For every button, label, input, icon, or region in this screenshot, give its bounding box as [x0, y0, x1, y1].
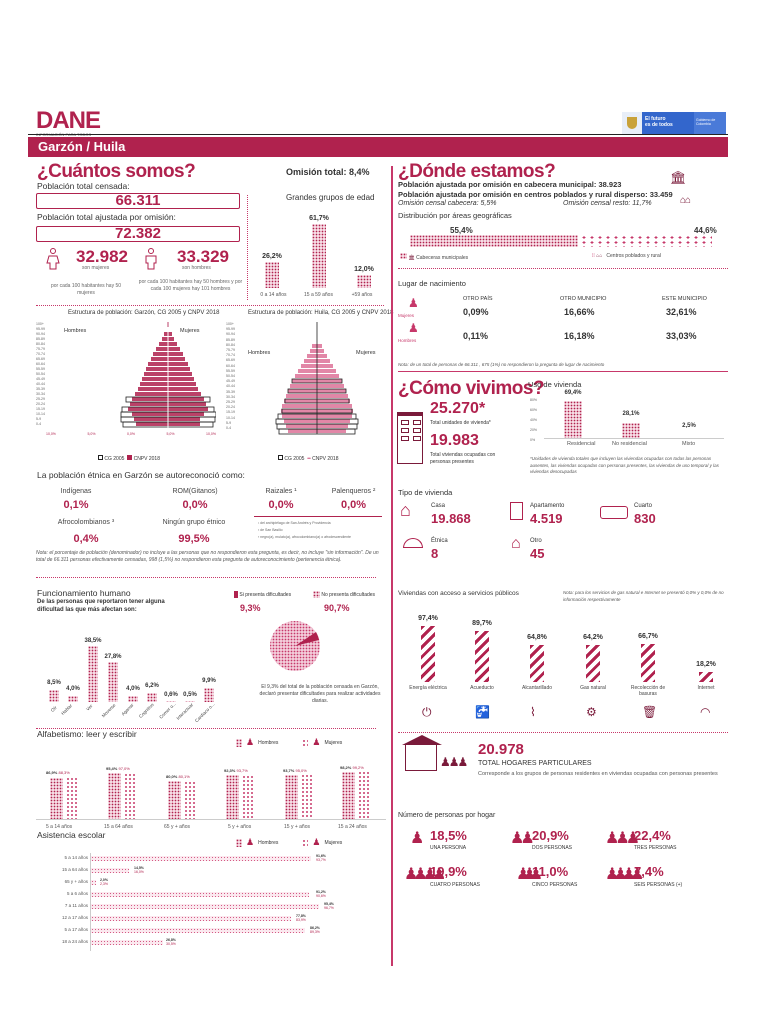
- alfabetismo-legend: ♟ Hombres ♟ Mujeres: [236, 737, 342, 748]
- como-title: ¿Cómo vivimos?: [398, 378, 545, 399]
- censada-value: 66.311: [36, 193, 240, 209]
- gov-badge: El futuro es de todos Gobierno de Colomb…: [622, 112, 726, 134]
- woman-icon: [46, 248, 60, 270]
- alfabetismo-title: Alfabetismo: leer y escribir: [37, 729, 137, 739]
- rural-houses-icon: ⌂⌂: [680, 195, 691, 206]
- nacimiento-table: OTRO PAÍS OTRO MUNICIPIO ESTE MUNICIPIO …: [398, 296, 707, 343]
- apartment-icon: [510, 502, 523, 520]
- gas-valve-icon: ⚙: [586, 705, 597, 719]
- donde-title: ¿Dónde estamos?: [398, 161, 556, 182]
- other-house-icon: ⌂: [511, 535, 521, 552]
- dane-logo: DANE INFORMACIÓN PARA TODOS: [36, 107, 101, 138]
- mujeres-value: 32.982: [76, 247, 128, 266]
- asistencia-chart: 5 a 14 años 91,6% 93,7% 15 a 64 años 14,5…: [36, 853, 386, 953]
- four-persons-icon: ♟♟♟♟: [404, 866, 446, 883]
- six-persons-icon: ♟♟♟♟: [605, 866, 644, 883]
- one-person-icon: ♟: [410, 830, 425, 847]
- pipe-icon: ⌇: [530, 705, 536, 719]
- building-icon: [397, 412, 423, 464]
- grupos-edad-title: Grandes grupos de edad: [286, 193, 375, 202]
- uso-title: Uso de vivienda: [528, 380, 582, 389]
- piramide-huila-title: Estructura de población: Huila, CG 2005 …: [248, 310, 394, 316]
- piramide-garzon-title: Estructura de población: Garzón, CG 2005…: [68, 310, 220, 316]
- cuantos-title: ¿Cuántos somos?: [37, 161, 196, 182]
- piramide-garzon-legend: CG 2005 CNPV 2018: [98, 455, 160, 462]
- ajustada-value: 72.382: [36, 226, 240, 242]
- faucet-icon: 🚰: [475, 705, 490, 719]
- dificultad-legend-si: Si presenta dificultades: [234, 591, 291, 598]
- woman-icon: ♟: [408, 296, 419, 310]
- etnico-grid: Indígenas 0,1% ROM(Gitanos) 0,0% Raizale…: [36, 485, 386, 550]
- funcionamiento-title: Funcionamiento humano: [37, 588, 131, 598]
- plug-icon: ⏻: [422, 705, 432, 719]
- servicios-title: Viviendas con acceso a servicios público…: [398, 590, 519, 597]
- family-house-icon: [402, 735, 442, 771]
- alfabetismo-chart: 86,9% 88,3% 95,4% 97,0% 80,0% 80,1% 92,3…: [36, 760, 386, 820]
- ocupadas-value: 19.983: [430, 432, 479, 449]
- page-title: Garzón / Huila: [38, 139, 126, 154]
- hombres-value: 33.329: [177, 247, 229, 266]
- man-icon: [144, 248, 158, 270]
- personas-grid: ♟ 18,5% UNA PERSONA ♟♟ 20,9% DOS PERSONA…: [404, 828, 683, 888]
- dificultad-legend-no: No presenta dificultades: [313, 591, 375, 598]
- personas-hogar-title: Número de personas por hogar: [398, 812, 496, 819]
- uso-chart: 80% 60% 40% 20% 0% 69,4% 28,1% 2,5%: [530, 390, 730, 445]
- piramide-garzon: Hombres Mujeres 100+ 95-99 90-94 85-89 80-84…: [36, 322, 216, 436]
- trash-icon: 🗑: [642, 705, 658, 719]
- asistencia-legend: ♟ Hombres ♟ Mujeres: [236, 837, 342, 848]
- government-building-icon: 🏛: [670, 170, 687, 185]
- omision-total: Omisión total: 8,4%: [286, 167, 370, 177]
- cabecera-bar: [410, 235, 578, 247]
- ethnic-hut-icon: [403, 538, 423, 548]
- header-rule: [28, 134, 728, 135]
- bed-icon: [600, 506, 628, 519]
- rural-bar: [580, 235, 712, 247]
- house-icon: ⌂: [400, 500, 411, 520]
- title-bar: Garzón / Huila: [28, 137, 728, 157]
- piramide-huila-legend: CG 2005 •• CNPV 2018: [278, 455, 339, 462]
- etnico-note: Nota: el porcentaje de población (denomi…: [36, 550, 379, 563]
- etnico-title: La población étnica en Garzón se autorec…: [37, 470, 245, 480]
- man-icon: ♟: [408, 321, 419, 335]
- family-icon: ♟♟♟: [440, 755, 468, 769]
- hogares-value: 20.978: [478, 741, 524, 758]
- colombia-shield-icon: [622, 112, 642, 134]
- unidades-value: 25.270*: [430, 400, 486, 417]
- wifi-icon: ◠: [700, 705, 711, 719]
- piramide-huila: Hombres Mujeres 100+ 95-99 90-94 85-89 80-84…: [222, 322, 392, 447]
- funcionamiento-chart: 8,5% 4,0% 38,5% 27,8% 4,0% 6,2% 0,6% 0,5…: [40, 620, 230, 702]
- asistencia-title: Asistencia escolar: [37, 830, 106, 840]
- servicios-chart: 97,4% 89,7% 64,8% 64,2% 66,7% 18,2%: [400, 612, 730, 682]
- two-persons-icon: ♟♟: [510, 830, 535, 847]
- dificultad-pie: [269, 620, 321, 672]
- nacimiento-title: Lugar de nacimiento: [398, 279, 466, 288]
- tipo-title: Tipo de vivienda: [398, 488, 453, 497]
- grupos-edad-chart: 26,2% 61,7% 12,0%: [252, 210, 382, 288]
- three-persons-icon: ♟♟♟: [605, 830, 640, 847]
